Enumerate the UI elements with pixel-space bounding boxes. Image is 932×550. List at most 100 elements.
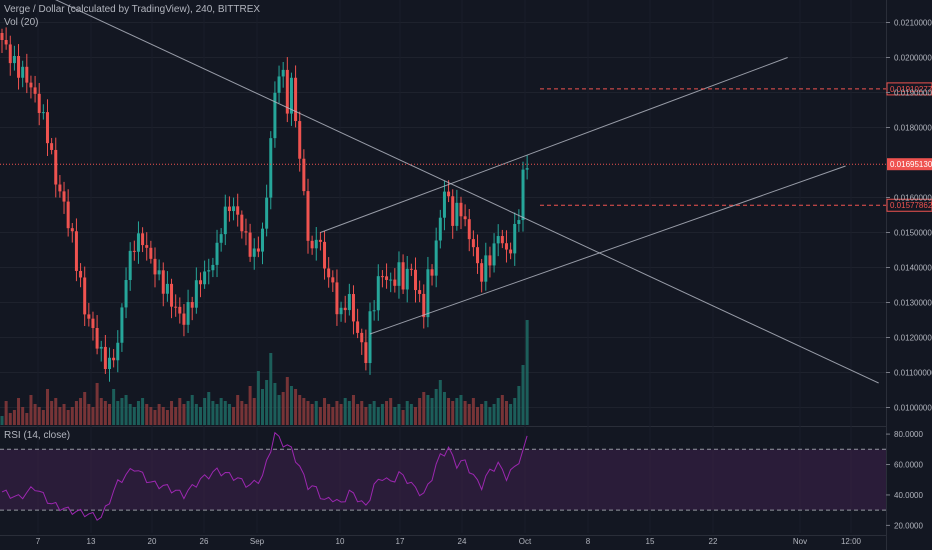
candle-body	[480, 263, 484, 282]
candle-body	[21, 66, 25, 78]
candle-body	[476, 247, 480, 264]
candle-body	[132, 250, 136, 252]
price-tick-label: 0.01000000	[894, 404, 932, 413]
candle-body	[471, 239, 475, 248]
volume-bar	[327, 404, 331, 425]
candle-body	[8, 44, 12, 64]
time-tick-label: 17	[396, 537, 405, 546]
volume-bar	[467, 404, 471, 425]
candle-body	[95, 327, 99, 349]
candle-body	[434, 240, 438, 276]
candle-body	[285, 69, 289, 114]
volume-bar	[380, 404, 384, 425]
candle-body	[422, 293, 426, 318]
candle-body	[252, 248, 256, 257]
volume-bar	[149, 407, 153, 425]
volume-bar	[70, 407, 74, 425]
volume-bar	[79, 398, 83, 425]
candle-body	[124, 280, 128, 308]
volume-bar	[54, 398, 58, 425]
volume-bar	[430, 398, 434, 425]
volume-bar	[112, 389, 116, 425]
candle-body	[149, 247, 153, 259]
candle-body	[170, 283, 174, 307]
volume-bar	[314, 401, 318, 425]
candle-body	[17, 56, 21, 78]
volume-bar	[248, 386, 252, 425]
candle-body	[4, 40, 8, 45]
candle-body	[153, 258, 157, 275]
volume-bar	[91, 407, 95, 425]
volume-bar	[335, 401, 339, 425]
volume-bar	[525, 320, 529, 425]
chart-title: Verge / Dollar (calculated by TradingVie…	[4, 4, 261, 15]
volume-bar	[422, 392, 426, 425]
candle-body	[496, 236, 500, 244]
price-candles	[0, 27, 529, 382]
volume-bar	[281, 392, 285, 425]
candle-body	[525, 168, 529, 170]
volume-bar	[504, 401, 508, 425]
volume-bar	[141, 398, 145, 425]
volume-bar	[219, 398, 223, 425]
candle-body	[269, 138, 273, 198]
volume-bar	[116, 401, 120, 425]
volume-bar	[240, 401, 244, 425]
volume-bar	[12, 410, 16, 425]
candle-body	[509, 249, 513, 254]
candle-body	[426, 269, 430, 318]
volume-bar	[273, 383, 277, 425]
time-tick-label: Sep	[250, 537, 265, 546]
volume-bar	[306, 401, 310, 425]
candle-body	[261, 228, 265, 252]
price-level-badge	[887, 158, 932, 171]
candle-body	[323, 241, 327, 269]
candle-body	[463, 216, 467, 220]
candle-body	[128, 250, 132, 281]
volume-bar	[331, 407, 335, 425]
candle-body	[12, 56, 16, 64]
candle-body	[219, 234, 223, 243]
volume-bar	[364, 407, 368, 425]
volume-bar	[58, 407, 62, 425]
candle-body	[223, 206, 227, 235]
candle-body	[211, 264, 215, 271]
candle-body	[50, 143, 54, 150]
candle-body	[116, 342, 120, 361]
volume-bar	[95, 383, 99, 425]
volume-bar	[120, 398, 124, 425]
rsi-tick-label: 40.0000	[894, 491, 923, 500]
volume-bar	[451, 401, 455, 425]
candle-body	[277, 76, 281, 93]
volume-bar	[488, 407, 492, 425]
candle-body	[335, 282, 339, 315]
rsi-tick-label: 20.0000	[894, 521, 923, 530]
volume-bar	[269, 353, 273, 425]
rsi-legend: RSI (14, close)	[4, 430, 71, 441]
volume-bar	[165, 410, 169, 425]
candle-body	[351, 294, 355, 322]
candle-body	[504, 243, 508, 250]
candle-body	[203, 271, 207, 285]
candle-body	[194, 280, 198, 308]
candle-body	[343, 307, 347, 311]
volume-bar	[194, 404, 198, 425]
candle-body	[198, 280, 202, 285]
candle-body	[314, 239, 318, 249]
candle-body	[161, 270, 165, 294]
candle-body	[91, 318, 95, 328]
candle-body	[136, 233, 140, 252]
volume-bar	[442, 392, 446, 425]
volume-bar	[496, 398, 500, 425]
volume-bar	[347, 401, 351, 425]
candle-body	[248, 232, 252, 257]
volume-bar	[153, 410, 157, 425]
volume-bar	[108, 404, 112, 425]
candle-body	[120, 307, 124, 343]
candle-body	[281, 69, 285, 77]
time-axis: 7 13 20 26 Sep 10 17 24 Oct 8 15 22 Nov 12:00	[36, 537, 862, 546]
candle-body	[240, 214, 244, 232]
candle-body	[397, 262, 401, 286]
